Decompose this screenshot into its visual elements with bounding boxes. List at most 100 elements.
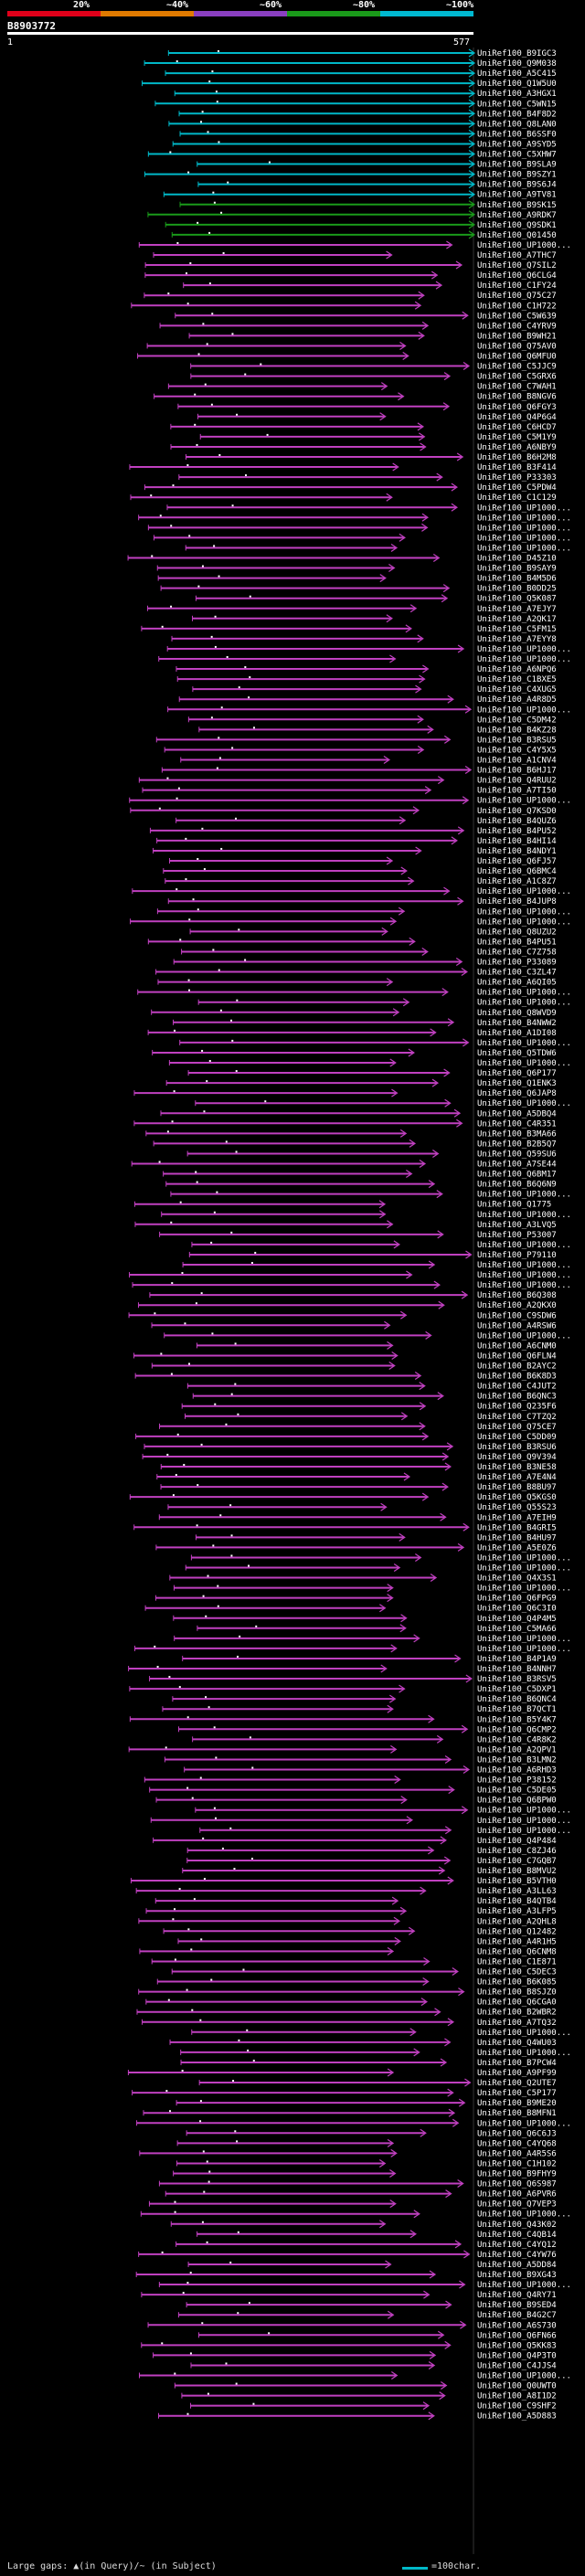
hit-row[interactable]: UniRef100_A9PF99	[127, 2068, 557, 2078]
hit-row[interactable]: UniRef100_UP1000...	[170, 1190, 571, 1200]
hit-row[interactable]: UniRef100_B9SAY9	[156, 564, 557, 574]
hit-row[interactable]: UniRef100_UP1000...	[150, 1816, 571, 1826]
hit-row[interactable]: UniRef100_C5W639	[175, 311, 557, 321]
hit-row[interactable]: UniRef100_A6CNM0	[196, 1341, 557, 1351]
hit-row[interactable]: UniRef100_B4HU97	[195, 1532, 557, 1542]
hit-row[interactable]: UniRef100_C9SDW6	[128, 1310, 557, 1320]
hit-row[interactable]: UniRef100_A9TV81	[163, 190, 557, 200]
hit-row[interactable]: UniRef100_UP1000...	[153, 533, 571, 543]
hit-row[interactable]: UniRef100_B5Y4K7	[129, 1714, 557, 1724]
hit-row[interactable]: UniRef100_UP1000...	[174, 1634, 571, 1644]
hit-row[interactable]: UniRef100_Q6MFU0	[137, 352, 557, 362]
hit-row[interactable]: UniRef100_C1BXE5	[176, 674, 557, 684]
hit-row[interactable]: UniRef100_Q6BM17	[163, 1170, 557, 1180]
hit-row[interactable]: UniRef100_C5WN15	[154, 99, 557, 109]
hit-row[interactable]: UniRef100_B6H2M8	[185, 452, 557, 462]
hit-row[interactable]: UniRef100_P79110	[188, 1250, 557, 1260]
hit-row[interactable]: UniRef100_Q43K02	[170, 2220, 557, 2230]
hit-row[interactable]: UniRef100_A4RSW6	[151, 1320, 557, 1330]
hit-row[interactable]: UniRef100_UP1000...	[191, 1240, 571, 1250]
hit-row[interactable]: UniRef100_C5FM15	[141, 624, 557, 634]
hit-row[interactable]: UniRef100_A6QI05	[157, 978, 557, 988]
hit-row[interactable]: UniRef100_C1E871	[151, 1956, 557, 1966]
hit-row[interactable]: UniRef100_B9WH21	[188, 331, 557, 341]
hit-row[interactable]: UniRef100_C7TZQ2	[185, 1412, 557, 1422]
hit-row[interactable]: UniRef100_P53007	[159, 1230, 557, 1240]
hit-row[interactable]: UniRef100_A3LVQ5	[134, 1220, 557, 1230]
hit-row[interactable]: UniRef100_B7PCW4	[180, 2058, 557, 2068]
hit-row[interactable]: UniRef100_C5DXP1	[129, 1684, 557, 1694]
hit-row[interactable]: UniRef100_Q6C3I0	[144, 1604, 557, 1614]
hit-row[interactable]: UniRef100_UP1000...	[132, 886, 571, 896]
hit-row[interactable]: UniRef100_C1H102	[176, 2158, 557, 2168]
hit-row[interactable]: UniRef100_UP1000...	[156, 906, 571, 917]
hit-row[interactable]: UniRef100_Q8UZU2	[189, 927, 557, 937]
hit-row[interactable]: UniRef100_A7EYY8	[171, 634, 557, 644]
hit-row[interactable]: UniRef100_B4QTB4	[154, 1896, 557, 1906]
hit-row[interactable]: UniRef100_B6SSF0	[179, 129, 557, 139]
hit-row[interactable]: UniRef100_UP1000...	[167, 705, 571, 715]
hit-row[interactable]: UniRef100_UP1000...	[197, 998, 571, 1008]
hit-row[interactable]: UniRef100_A3LL63	[135, 1886, 557, 1896]
hit-row[interactable]: UniRef100_A1CNV4	[180, 756, 557, 766]
hit-row[interactable]: UniRef100_Q6P177	[187, 1068, 557, 1078]
hit-row[interactable]: UniRef100_Q4P6G4	[197, 412, 557, 422]
hit-row[interactable]: UniRef100_B4JUP8	[167, 896, 557, 906]
hit-row[interactable]: UniRef100_A6NBY9	[170, 442, 557, 452]
hit-row[interactable]: UniRef100_B3RSU6	[144, 1442, 557, 1452]
hit-row[interactable]: UniRef100_Q235F6	[181, 1402, 557, 1412]
hit-row[interactable]: UniRef100_A5E0Z6	[155, 1542, 557, 1553]
hit-row[interactable]: UniRef100_Q9M038	[144, 58, 557, 69]
hit-row[interactable]: UniRef100_B3MA66	[145, 1129, 557, 1139]
hit-row[interactable]: UniRef100_Q75CE7	[159, 1422, 557, 1432]
hit-row[interactable]: UniRef100_Q0UWT0	[174, 2381, 557, 2391]
hit-row[interactable]: UniRef100_Q1ENK3	[165, 1078, 557, 1088]
hit-row[interactable]: UniRef100_C4XUG5	[192, 684, 557, 694]
hit-row[interactable]: UniRef100_C7Z758	[181, 947, 557, 957]
hit-row[interactable]: UniRef100_Q4P4M5	[173, 1614, 557, 1624]
hit-row[interactable]: UniRef100_UP1000...	[158, 2280, 571, 2290]
hit-row[interactable]: UniRef100_B3RSU5	[155, 735, 557, 745]
hit-row[interactable]: UniRef100_C7WAH1	[167, 382, 557, 392]
hit-row[interactable]: UniRef100_UP1000...	[138, 2371, 571, 2381]
hit-row[interactable]: UniRef100_Q4WU03	[169, 2038, 557, 2048]
hit-row[interactable]: UniRef100_C6HCD7	[170, 422, 557, 432]
hit-row[interactable]: UniRef100_C4JUT2	[186, 1382, 557, 1392]
hit-row[interactable]: UniRef100_Q2UTE7	[198, 2078, 557, 2088]
hit-row[interactable]: UniRef100_UP1000...	[138, 513, 571, 523]
hit-row[interactable]: UniRef100_A5D883	[157, 2412, 557, 2422]
hit-row[interactable]: UniRef100_A8I1D2	[181, 2391, 557, 2401]
hit-row[interactable]: UniRef100_A2QHL8	[138, 1916, 557, 1926]
hit-row[interactable]: UniRef100_B4NDY1	[153, 846, 557, 856]
hit-row[interactable]: UniRef100_A6S730	[147, 2320, 557, 2330]
hit-row[interactable]: UniRef100_A9SYD5	[172, 139, 557, 149]
hit-row[interactable]: UniRef100_B5VTH0	[130, 1876, 557, 1886]
hit-row[interactable]: UniRef100_A4R5S6	[139, 2148, 557, 2158]
hit-row[interactable]: UniRef100_Q7VEP3	[148, 2200, 557, 2210]
hit-row[interactable]: UniRef100_Q6JAP8	[133, 1088, 557, 1098]
hit-row[interactable]: UniRef100_A2QK17	[191, 614, 557, 624]
hit-row[interactable]: UniRef100_B3F414	[129, 462, 557, 472]
hit-row[interactable]: UniRef100_Q6CGA0	[145, 1998, 557, 2008]
hit-row[interactable]: UniRef100_Q6CLG4	[144, 270, 557, 281]
hit-row[interactable]: UniRef100_Q01450	[171, 230, 557, 240]
hit-row[interactable]: UniRef100_B4M5D6	[157, 574, 557, 584]
hit-row[interactable]: UniRef100_Q1W5U0	[141, 79, 557, 89]
hit-row[interactable]: UniRef100_UP1000...	[130, 917, 571, 927]
hit-row[interactable]: UniRef100_Q4RUU2	[138, 776, 557, 786]
hit-row[interactable]: UniRef100_Q5TDW6	[152, 1048, 557, 1058]
hit-row[interactable]: UniRef100_Q6FN66	[197, 2330, 557, 2340]
hit-row[interactable]: UniRef100_C4Y5X5	[164, 745, 557, 755]
hit-row[interactable]: UniRef100_B8BU97	[160, 1482, 557, 1492]
hit-row[interactable]: UniRef100_A2QPV1	[128, 1744, 557, 1754]
hit-row[interactable]: UniRef100_UP1000...	[166, 644, 571, 654]
hit-row[interactable]: UniRef100_B2B5Q7	[153, 1139, 557, 1149]
hit-row[interactable]: UniRef100_B9SK15	[179, 200, 557, 210]
hit-row[interactable]: UniRef100_A9RDK7	[147, 210, 557, 220]
hit-row[interactable]: UniRef100_Q9SDK1	[165, 220, 557, 230]
hit-row[interactable]: UniRef100_UP1000...	[179, 1038, 571, 1048]
hit-row[interactable]: UniRef100_C4YQ68	[176, 2138, 557, 2148]
hit-row[interactable]: UniRef100_A4R1H5	[177, 1936, 557, 1946]
hit-row[interactable]: UniRef100_UP1000...	[195, 1098, 571, 1108]
hit-row[interactable]: UniRef100_A7SE44	[131, 1160, 557, 1170]
